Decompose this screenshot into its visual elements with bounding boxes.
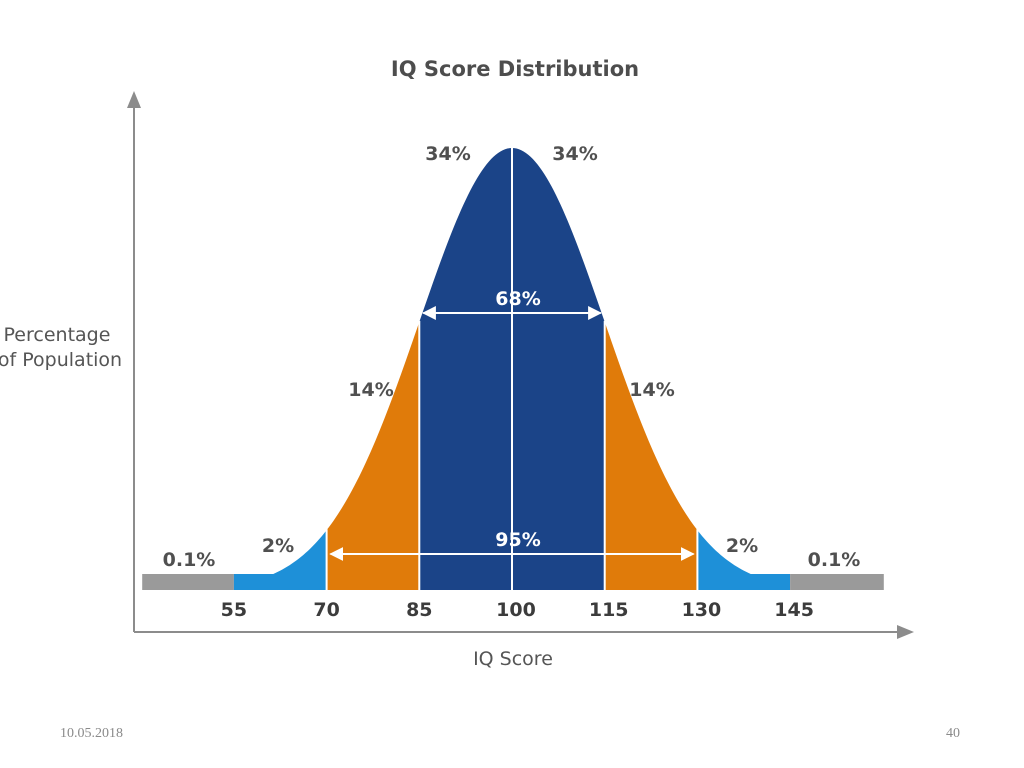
x-tick-70: 70	[313, 599, 339, 621]
y-axis	[127, 91, 141, 632]
span-label-68-pct: 68%	[495, 288, 540, 310]
x-axis-arrow	[897, 625, 914, 639]
segment-dividers	[325, 148, 699, 590]
distribution-segments	[142, 148, 884, 590]
span-arrows: 68% 95%	[329, 288, 695, 561]
x-tick-labels: 55 70 85 100 115 130 145	[221, 599, 814, 621]
y-axis-label-line-1: Percentage	[4, 324, 111, 346]
x-tick-115: 115	[589, 599, 629, 621]
segment-130-145-label: 2%	[726, 535, 758, 557]
tail-right-segment-label: 0.1%	[808, 549, 861, 571]
segment-115-130	[604, 321, 698, 590]
tail-left-segment-label: 0.1%	[163, 549, 216, 571]
segment-115-130-label: 14%	[629, 379, 674, 401]
tail-left-segment	[142, 574, 234, 590]
x-tick-145: 145	[774, 599, 814, 621]
footer-page-number: 40	[946, 726, 960, 741]
y-axis-label: Percentage of Population	[0, 324, 122, 371]
tail-right-segment	[790, 574, 884, 590]
segment-percent-labels: 0.1% 2% 14% 34% 34% 14% 2% 0.1%	[163, 143, 861, 571]
footer-date: 10.05.2018	[60, 726, 123, 741]
x-axis-label: IQ Score	[473, 648, 553, 670]
x-tick-55: 55	[221, 599, 247, 621]
segment-130-145	[697, 530, 791, 590]
x-tick-100: 100	[496, 599, 536, 621]
chart-title: IQ Score Distribution	[391, 57, 639, 81]
x-tick-85: 85	[406, 599, 432, 621]
segment-85-100	[419, 148, 512, 590]
x-axis	[134, 625, 914, 639]
segment-100-115	[512, 148, 605, 590]
segment-70-85-label: 14%	[348, 379, 393, 401]
segment-85-100-label: 34%	[425, 143, 470, 165]
segment-100-115-label: 34%	[552, 143, 597, 165]
segment-70-85	[326, 321, 420, 590]
y-axis-arrow	[127, 91, 141, 108]
segment-55-70	[233, 530, 327, 590]
y-axis-label-line-2: of Population	[0, 349, 122, 371]
segment-55-70-label: 2%	[262, 535, 294, 557]
x-tick-130: 130	[682, 599, 722, 621]
span-label-95-pct: 95%	[495, 529, 540, 551]
